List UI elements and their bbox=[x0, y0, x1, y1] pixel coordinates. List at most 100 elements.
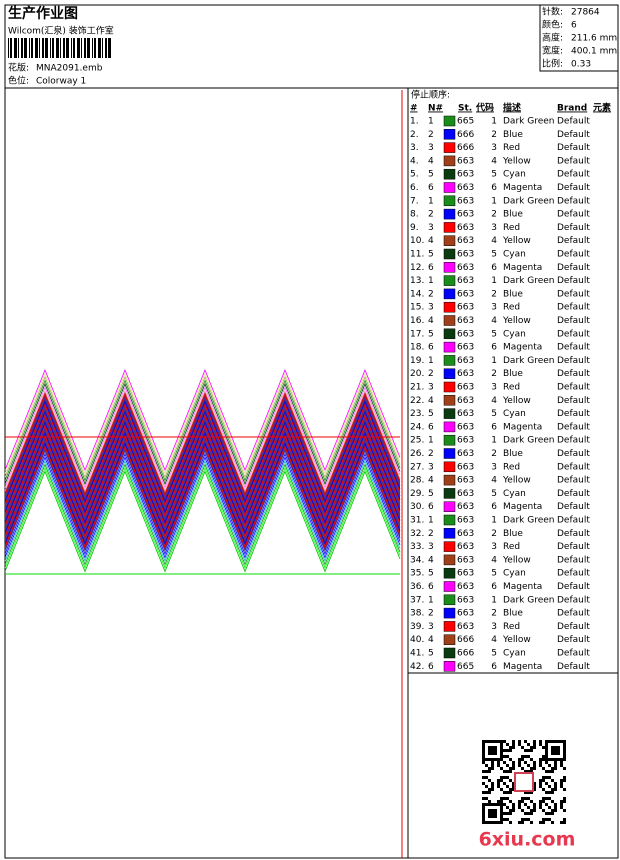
needle: 5 bbox=[428, 329, 434, 339]
qr-cell bbox=[533, 809, 536, 812]
info-label: 宽度: bbox=[542, 45, 563, 57]
brand: Default bbox=[557, 396, 590, 406]
description: Yellow bbox=[502, 476, 531, 486]
qr-cell bbox=[554, 740, 557, 743]
info-label: 针数: bbox=[542, 6, 563, 18]
qr-cell bbox=[560, 806, 563, 809]
description: Cyan bbox=[503, 409, 526, 419]
qr-cell bbox=[542, 776, 545, 779]
qr-cell bbox=[530, 749, 533, 752]
bar bbox=[102, 38, 103, 58]
brand: Default bbox=[557, 276, 590, 286]
qr-cell bbox=[497, 740, 500, 743]
code: 2 bbox=[491, 609, 497, 619]
qr-cell bbox=[539, 740, 542, 743]
swatch bbox=[443, 581, 456, 592]
column-header: # bbox=[410, 104, 418, 114]
qr-cell bbox=[554, 752, 557, 755]
qr-cell bbox=[524, 803, 527, 806]
swatch bbox=[443, 421, 456, 433]
description: Magenta bbox=[503, 263, 542, 273]
description: Cyan bbox=[503, 649, 526, 659]
qr-cell bbox=[554, 758, 557, 761]
description: Yellow bbox=[502, 236, 531, 246]
column-header: N# bbox=[428, 104, 443, 114]
row-number: 5. bbox=[410, 170, 419, 180]
bar bbox=[77, 38, 80, 58]
qr-cell bbox=[548, 758, 551, 761]
studio: Wilcom(汇泉) 装饰工作室 bbox=[8, 25, 114, 37]
row-number: 11. bbox=[410, 250, 424, 260]
brand: Default bbox=[557, 343, 590, 353]
stitch-type: 663 bbox=[457, 263, 474, 273]
qr-cell bbox=[521, 809, 524, 812]
qr-cell bbox=[533, 788, 536, 791]
qr-cell bbox=[563, 797, 566, 800]
qr-cell bbox=[500, 767, 503, 770]
row-number: 7. bbox=[410, 196, 419, 206]
code: 6 bbox=[491, 343, 497, 353]
qr-cell bbox=[500, 803, 503, 806]
description: Cyan bbox=[503, 489, 526, 499]
qr-cell bbox=[482, 740, 485, 743]
qr-cell bbox=[494, 740, 497, 743]
qr-cell bbox=[488, 791, 491, 794]
qr-cell bbox=[545, 770, 548, 773]
bar bbox=[31, 38, 33, 58]
qr-cell bbox=[491, 752, 494, 755]
stitch-type: 663 bbox=[457, 383, 474, 393]
qr-cell bbox=[491, 815, 494, 818]
qr-cell bbox=[548, 764, 551, 767]
brand: Default bbox=[557, 170, 590, 180]
qr-cell bbox=[500, 821, 503, 824]
qr-code bbox=[482, 740, 566, 824]
qr-cell bbox=[503, 761, 506, 764]
qr-cell bbox=[539, 785, 542, 788]
needle: 4 bbox=[428, 555, 434, 565]
qr-cell bbox=[527, 806, 530, 809]
brand: Default bbox=[557, 383, 590, 393]
description: Yellow bbox=[502, 396, 531, 406]
qr-cell bbox=[503, 791, 506, 794]
stitch-line bbox=[4, 414, 401, 517]
qr-cell bbox=[542, 821, 545, 824]
stitch-type: 663 bbox=[457, 329, 474, 339]
qr-cell bbox=[512, 809, 515, 812]
bar bbox=[73, 38, 75, 58]
row-number: 22. bbox=[410, 396, 424, 406]
info-value: 0.33 bbox=[571, 60, 591, 70]
qr-cell bbox=[485, 791, 488, 794]
stitch-type: 663 bbox=[457, 183, 474, 193]
description: Magenta bbox=[503, 183, 542, 193]
bar bbox=[92, 38, 93, 58]
qr-cell bbox=[533, 740, 536, 743]
row-number: 24. bbox=[410, 422, 424, 432]
qr-cell bbox=[542, 767, 545, 770]
needle: 3 bbox=[428, 622, 434, 632]
qr-cell bbox=[548, 806, 551, 809]
description: Cyan bbox=[503, 170, 526, 180]
qr-cell bbox=[560, 764, 563, 767]
qr-cell bbox=[563, 776, 566, 779]
qr-cell bbox=[488, 740, 491, 743]
description: Blue bbox=[503, 449, 523, 459]
qr-cell bbox=[494, 758, 497, 761]
qr-cell bbox=[542, 746, 545, 749]
stitch-line bbox=[4, 393, 401, 496]
description: Red bbox=[503, 462, 520, 472]
qr-cell bbox=[482, 761, 485, 764]
code: 4 bbox=[491, 396, 497, 406]
stitch-type: 663 bbox=[457, 156, 474, 166]
swatch bbox=[443, 115, 456, 127]
border bbox=[4, 4, 619, 859]
stitch-type: 663 bbox=[457, 276, 474, 286]
qr-cell bbox=[518, 800, 521, 803]
qr-cell bbox=[485, 740, 488, 743]
qr-cell bbox=[530, 758, 533, 761]
qr-cell bbox=[506, 749, 509, 752]
row-number: 25. bbox=[410, 436, 424, 446]
code: 1 bbox=[491, 516, 497, 526]
qr-cell bbox=[539, 806, 542, 809]
stitch-line bbox=[4, 407, 401, 510]
row-number: 14. bbox=[410, 289, 424, 299]
